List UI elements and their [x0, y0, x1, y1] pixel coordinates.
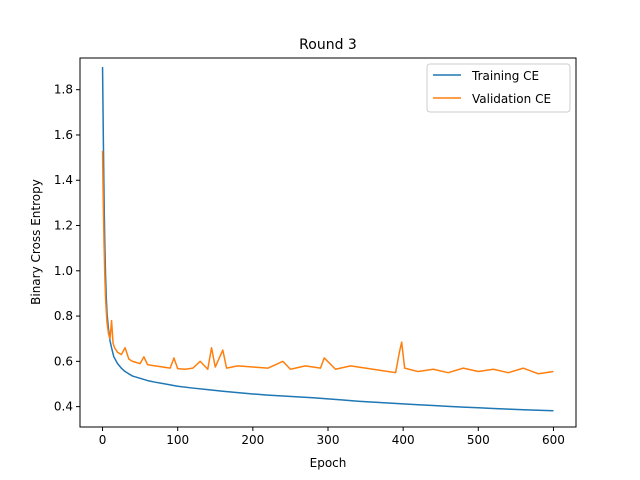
- legend-label-training-ce: Training CE: [471, 69, 539, 83]
- x-tick-label: 500: [467, 433, 490, 447]
- y-tick-label: 1.4: [54, 173, 73, 187]
- y-tick-label: 0.6: [54, 354, 73, 368]
- legend-label-validation-ce: Validation CE: [472, 92, 551, 106]
- x-tick-label: 100: [166, 433, 189, 447]
- x-tick-label: 0: [99, 433, 107, 447]
- y-axis-ticks: 0.4 0.6 0.8 1.0 1.2 1.4 1.6 1.8: [54, 83, 80, 414]
- x-tick-label: 400: [392, 433, 415, 447]
- y-tick-label: 0.8: [54, 309, 73, 323]
- series-layer: [101, 67, 554, 412]
- y-tick-label: 1.8: [54, 83, 73, 97]
- legend: Training CE Validation CE: [426, 63, 571, 113]
- x-tick-label: 200: [241, 433, 264, 447]
- chart-title: Round 3: [299, 37, 357, 53]
- x-tick-label: 300: [317, 433, 340, 447]
- x-tick-label: 600: [542, 433, 565, 447]
- y-axis-label: Binary Cross Entropy: [29, 179, 43, 305]
- y-tick-label: 0.4: [54, 400, 73, 414]
- y-tick-label: 1.2: [54, 219, 73, 233]
- y-tick-label: 1.6: [54, 128, 73, 142]
- series-line-validation-ce: [101, 150, 554, 375]
- y-tick-label: 1.0: [54, 264, 73, 278]
- x-axis-ticks: 0 100 200 300 400 500 600: [99, 427, 565, 447]
- legend-box: [426, 63, 571, 113]
- x-axis-label: Epoch: [310, 456, 347, 470]
